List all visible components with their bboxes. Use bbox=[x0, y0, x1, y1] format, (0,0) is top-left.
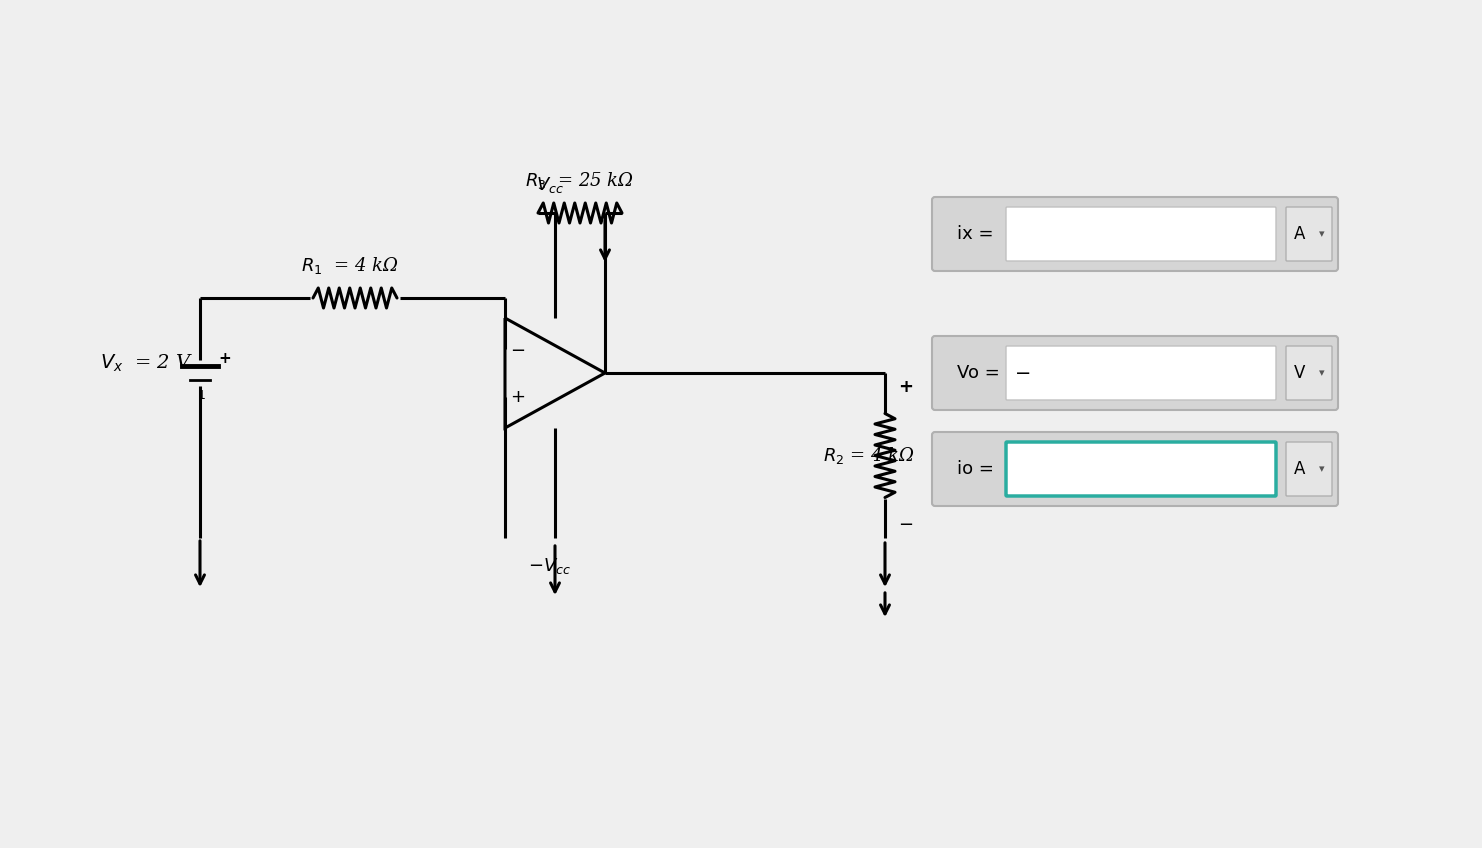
Text: $R_3$  = 25 kΩ: $R_3$ = 25 kΩ bbox=[526, 170, 634, 191]
Text: V: V bbox=[1294, 364, 1306, 382]
Text: $R_1$  = 4 kΩ: $R_1$ = 4 kΩ bbox=[301, 255, 399, 276]
Text: ix =: ix = bbox=[957, 225, 999, 243]
FancyBboxPatch shape bbox=[1006, 346, 1276, 400]
FancyBboxPatch shape bbox=[932, 432, 1338, 506]
FancyBboxPatch shape bbox=[1006, 207, 1276, 261]
FancyBboxPatch shape bbox=[1286, 207, 1332, 261]
Text: ▾: ▾ bbox=[1319, 229, 1325, 239]
Text: $+$: $+$ bbox=[510, 388, 526, 406]
FancyBboxPatch shape bbox=[932, 336, 1338, 410]
Text: −: − bbox=[1015, 364, 1031, 382]
Text: $V_{cc}$: $V_{cc}$ bbox=[536, 175, 565, 195]
Text: io =: io = bbox=[957, 460, 1000, 478]
Text: A: A bbox=[1294, 225, 1306, 243]
Text: ▾: ▾ bbox=[1319, 368, 1325, 378]
Text: ▾: ▾ bbox=[1319, 464, 1325, 474]
Text: A: A bbox=[1294, 460, 1306, 478]
Text: $-$: $-$ bbox=[510, 340, 526, 358]
FancyBboxPatch shape bbox=[932, 197, 1338, 271]
FancyBboxPatch shape bbox=[1006, 442, 1276, 496]
Text: Vo =: Vo = bbox=[957, 364, 1005, 382]
Text: +: + bbox=[219, 350, 231, 365]
Text: −: − bbox=[898, 516, 913, 534]
Text: $V_x$  = 2 V: $V_x$ = 2 V bbox=[99, 353, 193, 374]
Text: $-V_{cc}$: $-V_{cc}$ bbox=[529, 556, 572, 576]
FancyBboxPatch shape bbox=[1286, 442, 1332, 496]
Text: 1: 1 bbox=[199, 388, 206, 401]
Text: +: + bbox=[898, 378, 913, 396]
FancyBboxPatch shape bbox=[1286, 346, 1332, 400]
Text: $R_2$ = 4 kΩ: $R_2$ = 4 kΩ bbox=[823, 445, 914, 466]
